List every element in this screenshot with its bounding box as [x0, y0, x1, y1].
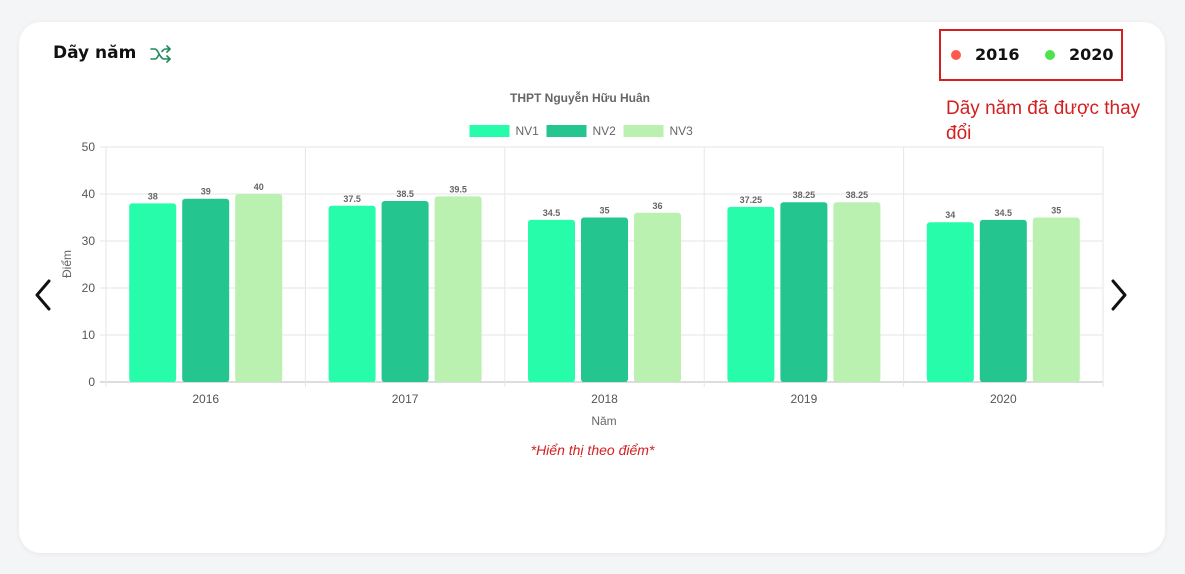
- x-axis-title: Năm: [591, 414, 616, 428]
- x-tick-label: 2019: [791, 392, 818, 406]
- year-item[interactable]: 2016: [951, 45, 1020, 64]
- legend-swatch: [469, 125, 510, 137]
- header-title: Dãy năm: [53, 43, 137, 63]
- data-label: 40: [254, 182, 264, 192]
- data-label: 36: [652, 201, 662, 211]
- year-item[interactable]: 2020: [1045, 45, 1114, 64]
- bar-nv3: [235, 194, 283, 382]
- chevron-left-icon[interactable]: [34, 279, 52, 311]
- footer-note: *Hiển thị theo điểm*: [530, 442, 655, 458]
- bar-nv1: [328, 205, 376, 382]
- bar-nv3: [634, 212, 681, 382]
- annotation-note: Dãy năm đã được thay đổi: [946, 98, 1141, 144]
- year-dot-icon: [951, 49, 961, 60]
- bar-nv3: [833, 202, 881, 382]
- x-tick-label: 2016: [192, 392, 219, 406]
- y-tick-label: 10: [82, 328, 96, 342]
- bar-nv1: [727, 206, 775, 382]
- y-tick-label: 20: [82, 281, 96, 295]
- year-label: 2016: [975, 45, 1020, 64]
- data-label: 35: [1051, 206, 1061, 216]
- bar-nv2: [979, 219, 1027, 382]
- chevron-right-icon[interactable]: [1110, 279, 1128, 311]
- data-label: 34.5: [543, 208, 561, 218]
- data-label: 38: [148, 191, 158, 201]
- year-label: 2020: [1069, 45, 1114, 64]
- bar-nv2: [381, 201, 429, 382]
- legend-label: NV3: [670, 124, 694, 138]
- bar-nv1: [926, 222, 974, 382]
- bar-nv2: [581, 217, 628, 382]
- y-tick-label: 50: [82, 140, 96, 154]
- x-tick-label: 2020: [990, 392, 1017, 406]
- x-tick-label: 2018: [591, 392, 618, 406]
- bar-nv2: [780, 202, 828, 382]
- bar-nv1: [528, 219, 575, 382]
- data-label: 39: [201, 187, 211, 197]
- bar-nv1: [129, 203, 177, 382]
- data-label: 37.25: [740, 195, 763, 205]
- x-tick-label: 2017: [392, 392, 419, 406]
- bar-nv3: [434, 196, 482, 382]
- legend-swatch: [546, 125, 587, 137]
- data-label: 34.5: [995, 208, 1013, 218]
- data-label: 34: [945, 210, 955, 220]
- data-label: 35: [599, 206, 609, 216]
- year-selector: 2016 2020: [939, 29, 1123, 81]
- data-label: 38.25: [846, 190, 869, 200]
- y-axis-title: Điểm: [60, 250, 74, 278]
- y-tick-label: 30: [82, 234, 96, 248]
- legend-swatch: [623, 125, 664, 137]
- data-label: 38.25: [793, 190, 816, 200]
- bar-nv3: [1032, 217, 1080, 382]
- data-label: 38.5: [396, 189, 414, 199]
- shuffle-icon[interactable]: [150, 45, 172, 63]
- chart-title: THPT Nguyễn Hữu Huân: [510, 90, 650, 105]
- y-tick-label: 0: [88, 375, 95, 389]
- legend-label: NV2: [593, 124, 617, 138]
- data-label: 37.5: [343, 194, 361, 204]
- data-label: 39.5: [449, 184, 467, 194]
- year-dot-icon: [1045, 49, 1055, 60]
- bar-nv2: [182, 198, 230, 382]
- legend-label: NV1: [516, 124, 540, 138]
- y-tick-label: 40: [82, 187, 96, 201]
